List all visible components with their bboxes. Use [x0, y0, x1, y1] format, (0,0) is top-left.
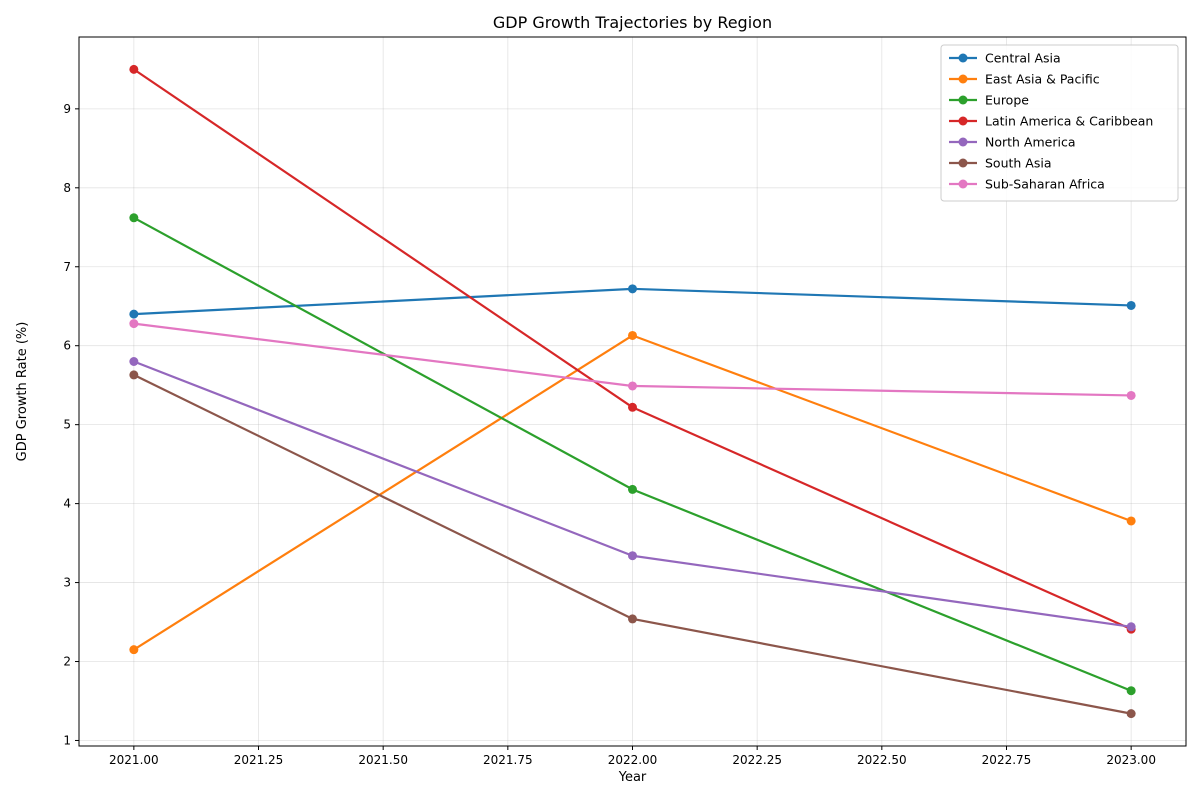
legend-label: South Asia: [985, 156, 1052, 171]
legend: Central Asia East Asia & Pacific Europe Lat…: [940, 44, 1179, 202]
y-tick-label: 2: [63, 655, 71, 669]
grid-lines: [79, 37, 1186, 746]
y-tick-label: 8: [63, 181, 71, 195]
data-point: [1126, 390, 1136, 400]
data-point: [628, 284, 637, 294]
legend-item: South Asia: [949, 156, 1052, 171]
data-point: [129, 645, 139, 655]
x-axis-label: Year: [618, 770, 647, 785]
legend-item: Central Asia: [949, 51, 1061, 66]
legend-marker: [958, 116, 968, 126]
series-layer: [129, 64, 1136, 719]
data-point: [1126, 686, 1136, 696]
data-point: [628, 402, 637, 412]
data-point: [628, 614, 637, 624]
series-south-asia: [129, 370, 1136, 719]
x-tick-label: 2022.50: [857, 753, 907, 767]
legend-marker: [958, 95, 968, 105]
data-point: [1126, 709, 1136, 719]
series-central-asia: [129, 284, 1136, 319]
legend-marker: [958, 158, 968, 168]
legend-box: [940, 44, 1179, 202]
legend-label: Europe: [985, 93, 1029, 108]
data-point: [129, 370, 139, 380]
legend-label: East Asia & Pacific: [985, 72, 1100, 87]
legend-label: Central Asia: [985, 51, 1061, 66]
legend-label: Latin America & Caribbean: [985, 114, 1153, 129]
x-tick-label: 2022.00: [608, 753, 658, 767]
y-tick-label: 9: [63, 102, 71, 116]
legend-marker: [958, 74, 968, 84]
y-tick-label: 6: [63, 339, 71, 353]
data-point: [628, 484, 637, 494]
y-tick-label: 3: [63, 576, 71, 590]
x-tick-label: 2021.25: [234, 753, 284, 767]
series-sub-saharan-africa: [129, 319, 1136, 400]
x-tick-label: 2021.75: [483, 753, 533, 767]
series-north-america: [129, 356, 1136, 632]
legend-item: Europe: [949, 93, 1029, 108]
data-point: [1126, 300, 1136, 310]
legend-item: East Asia & Pacific: [949, 72, 1100, 87]
legend-marker: [958, 53, 968, 63]
data-point: [1126, 622, 1136, 632]
x-tick-label: 2022.75: [982, 753, 1032, 767]
axis-ticks: 2021.00 2021.25 2021.50 2021.75 2022.00 2022.…: [63, 102, 1156, 767]
data-point: [1126, 516, 1136, 526]
legend-item: North America: [949, 135, 1076, 150]
data-point: [129, 64, 139, 74]
y-axis-label: GDP Growth Rate (%): [15, 322, 30, 462]
y-tick-label: 4: [63, 497, 71, 511]
chart-title: GDP Growth Trajectories by Region: [493, 13, 772, 32]
data-point: [628, 381, 637, 391]
legend-marker: [958, 137, 968, 147]
y-tick-label: 7: [63, 260, 71, 274]
y-tick-label: 5: [63, 418, 71, 432]
legend-item: Latin America & Caribbean: [949, 114, 1153, 129]
series-europe: [129, 213, 1136, 696]
data-point: [129, 213, 139, 223]
legend-marker: [958, 179, 968, 189]
data-point: [129, 356, 139, 366]
legend-label: North America: [985, 135, 1076, 150]
x-tick-label: 2023.00: [1106, 753, 1156, 767]
x-tick-label: 2021.50: [358, 753, 408, 767]
data-point: [628, 551, 637, 561]
series-east-asia-pacific: [129, 330, 1136, 655]
data-point: [129, 319, 139, 329]
y-tick-label: 1: [63, 733, 71, 747]
x-tick-label: 2022.25: [732, 753, 782, 767]
x-tick-label: 2021.00: [109, 753, 159, 767]
data-point: [129, 309, 139, 319]
legend-item: Sub-Saharan Africa: [949, 177, 1105, 192]
legend-label: Sub-Saharan Africa: [985, 177, 1105, 192]
data-point: [628, 330, 637, 340]
